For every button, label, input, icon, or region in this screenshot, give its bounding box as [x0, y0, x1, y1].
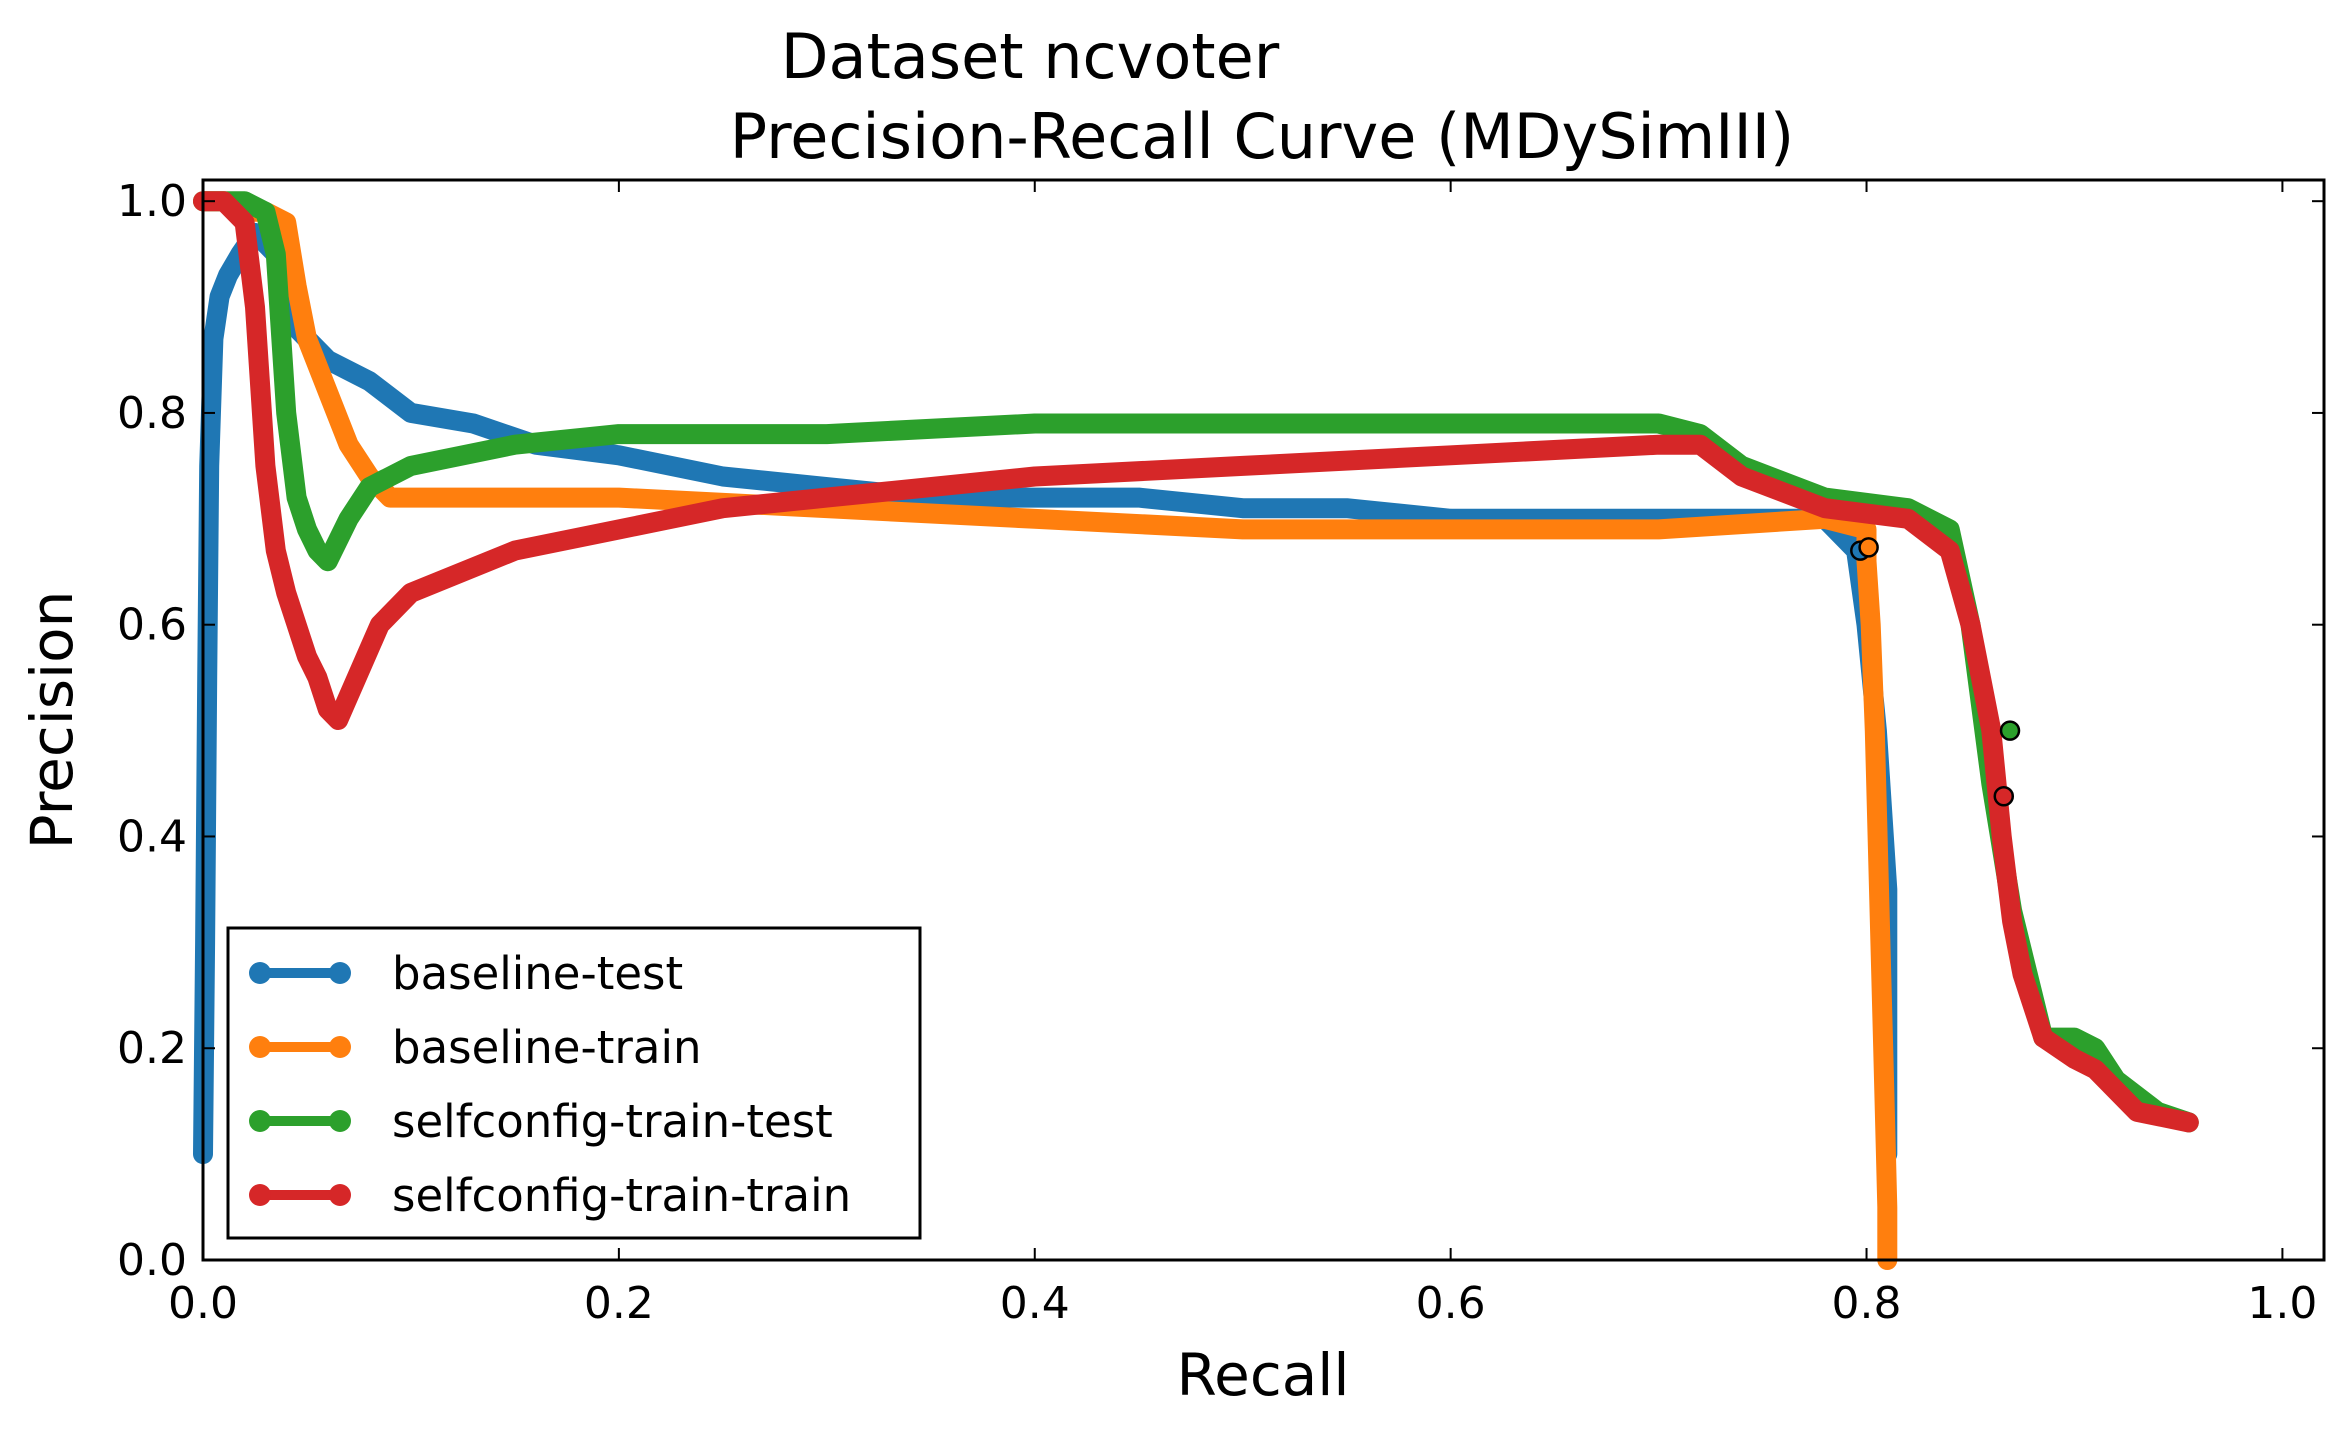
x-tick-label: 0.8	[1832, 1278, 1902, 1329]
highlight-point	[1858, 537, 1879, 558]
legend-label: baseline-train	[392, 1021, 701, 1074]
series-line-selfconfig-train-train	[193, 191, 2199, 1133]
x-tick-label: 0.6	[1416, 1278, 1486, 1329]
legend-label: selfconfig-train-test	[392, 1095, 833, 1148]
x-axis-ticks: 0.0 0.2 0.4 0.6 0.8 1.0	[168, 180, 2317, 1329]
x-tick-label: 0.0	[168, 1278, 238, 1329]
y-axis-label: Precision	[18, 591, 86, 850]
legend-marker	[329, 1110, 351, 1132]
highlight-point	[1999, 720, 2021, 741]
legend-marker	[329, 1184, 351, 1206]
y-tick-label: 0.0	[117, 1235, 187, 1286]
y-tick-label: 0.4	[117, 811, 187, 862]
plot-lines	[193, 191, 2199, 1270]
x-axis-label: Recall	[1176, 1341, 1349, 1409]
y-tick-label: 0.8	[117, 388, 187, 439]
legend-marker	[329, 1036, 351, 1058]
highlight-point	[1993, 785, 2015, 807]
plot-markers	[1850, 537, 2021, 807]
legend-marker	[249, 962, 271, 984]
legend-marker	[249, 1110, 271, 1132]
y-tick-label: 1.0	[117, 176, 187, 227]
y-axis-ticks: 0.0 0.2 0.4 0.6 0.8 1.0	[117, 176, 2324, 1286]
x-tick-label: 0.2	[584, 1278, 654, 1329]
x-tick-label: 1.0	[2247, 1278, 2317, 1329]
legend-label: baseline-test	[392, 947, 683, 1000]
legend-label: selfconfig-train-train	[392, 1169, 851, 1222]
y-tick-label: 0.6	[117, 600, 187, 651]
chart-title-line2: Precision-Recall Curve (MDySimIII)	[730, 100, 1794, 173]
plot-frame	[201, 178, 2326, 1262]
x-tick-label: 0.4	[1000, 1278, 1070, 1329]
legend-marker	[249, 1036, 271, 1058]
legend-marker	[329, 962, 351, 984]
chart-title-line1: Dataset ncvoter	[781, 20, 1280, 93]
legend-marker	[249, 1184, 271, 1206]
legend: baseline-test baseline-train selfconfig-tr…	[226, 926, 922, 1240]
y-tick-label: 0.2	[117, 1023, 187, 1074]
